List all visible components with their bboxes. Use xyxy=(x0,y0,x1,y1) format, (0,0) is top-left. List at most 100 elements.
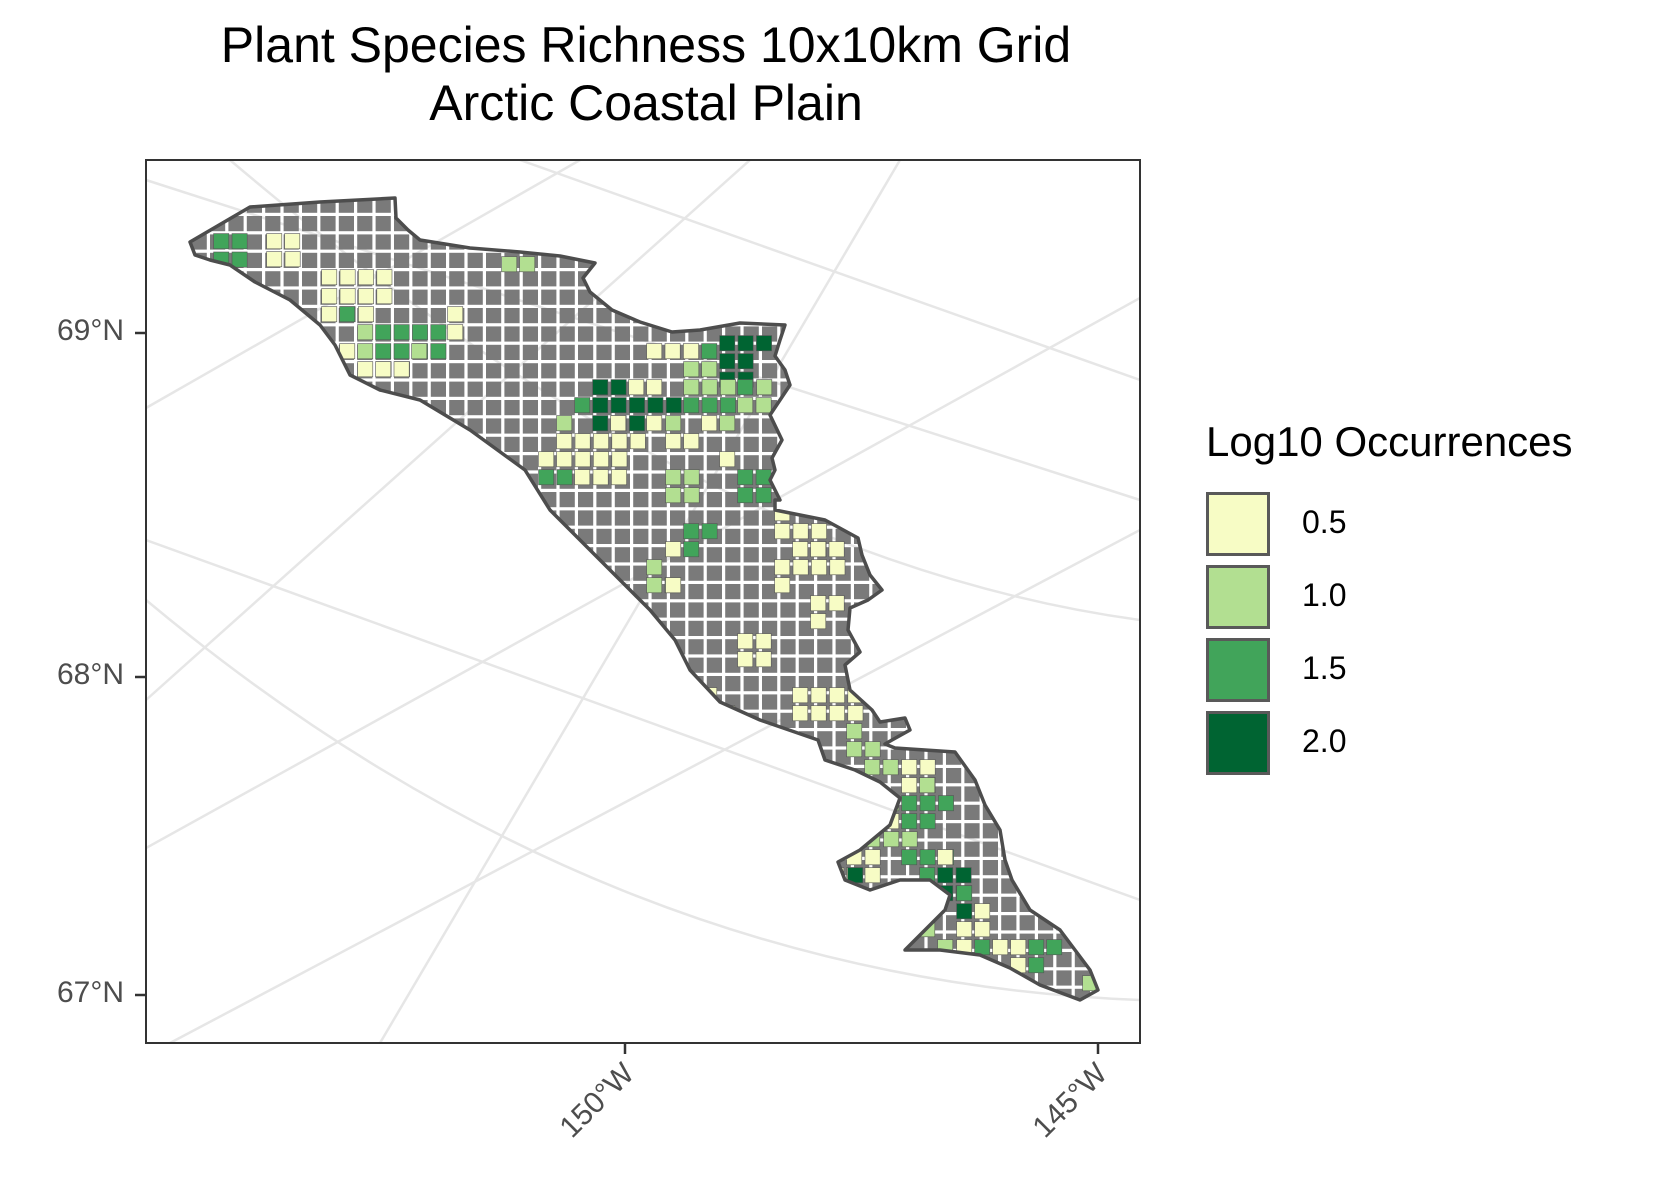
legend-item: 1.0 xyxy=(1206,565,1546,635)
occurrence-cell xyxy=(357,324,374,341)
grid-cell xyxy=(964,841,980,857)
grid-cell xyxy=(762,547,778,563)
occurrence-cell xyxy=(284,251,301,268)
grid-cell xyxy=(762,528,778,544)
grid-cell xyxy=(762,602,778,618)
grid-cell xyxy=(449,252,465,268)
grid-cell xyxy=(743,455,759,471)
occurrence-cell xyxy=(556,415,573,432)
occurrence-cell xyxy=(665,415,682,432)
grid-cell xyxy=(504,400,520,416)
grid-cell xyxy=(982,860,998,876)
grid-cell xyxy=(596,528,612,544)
grid-cell xyxy=(946,768,962,784)
grid-cell xyxy=(688,510,704,526)
grid-cell xyxy=(688,657,704,673)
grid-cell xyxy=(633,510,649,526)
grid-cell xyxy=(486,363,502,379)
grid-cell xyxy=(504,326,520,342)
grid-cell xyxy=(449,363,465,379)
grid-cell xyxy=(486,308,502,324)
grid-cell xyxy=(706,455,722,471)
occurrence-cell xyxy=(646,415,663,432)
grid-cell xyxy=(670,620,686,636)
grid-cell xyxy=(412,252,428,268)
grid-cell xyxy=(357,252,373,268)
grid-cell xyxy=(394,234,410,250)
occurrence-cell xyxy=(810,541,827,558)
grid-cell xyxy=(430,381,446,397)
grid-cell xyxy=(706,565,722,581)
occurrence-cell xyxy=(683,433,700,450)
occurrence-cell xyxy=(792,687,809,704)
occurrence-cell xyxy=(683,361,700,378)
grid-cell xyxy=(688,565,704,581)
grid-cell xyxy=(706,547,722,563)
legend-swatch xyxy=(1206,638,1270,702)
grid-cell xyxy=(725,528,741,544)
occurrence-cell xyxy=(755,633,772,650)
occurrence-cell xyxy=(393,324,410,341)
grid-cell xyxy=(651,492,667,508)
grid-cell xyxy=(743,584,759,600)
occurrence-cell xyxy=(755,469,772,486)
grid-cell xyxy=(522,326,538,342)
grid-cell xyxy=(412,289,428,305)
occurrence-cell xyxy=(882,759,899,776)
grid-cell xyxy=(688,418,704,434)
grid-cell xyxy=(486,400,502,416)
occurrence-cell xyxy=(755,397,772,414)
grid-cell xyxy=(338,216,354,232)
occurrence-cell xyxy=(901,777,918,794)
grid-cell xyxy=(670,381,686,397)
legend-swatch xyxy=(1206,711,1270,775)
grid-cell xyxy=(467,271,483,287)
occurrence-cell xyxy=(756,379,773,396)
occurrence-cell xyxy=(811,523,827,540)
grid-cell xyxy=(338,326,354,342)
grid-cell xyxy=(283,271,299,287)
occurrence-cell xyxy=(683,487,700,504)
grid-cell xyxy=(578,326,594,342)
grid-cell xyxy=(651,436,667,452)
grid-cell xyxy=(725,436,741,452)
grid-cell xyxy=(246,216,262,232)
grid-cell xyxy=(780,712,796,728)
grid-cell xyxy=(522,363,538,379)
grid-cell xyxy=(1056,952,1072,968)
occurrence-cell xyxy=(574,397,591,414)
grid-cell xyxy=(817,731,833,747)
grid-cell xyxy=(706,473,722,489)
grid-cell xyxy=(302,216,318,232)
grid-cell xyxy=(578,344,594,360)
grid-cell xyxy=(449,344,465,360)
grid-cell xyxy=(743,620,759,636)
occurrence-cell xyxy=(810,705,827,722)
occurrence-cell xyxy=(901,831,918,848)
occurrence-cell xyxy=(375,343,392,360)
occurrence-cell xyxy=(829,559,846,576)
occurrence-cell xyxy=(611,433,628,450)
occurrence-cell xyxy=(720,397,736,414)
occurrence-cell xyxy=(593,451,609,468)
occurrence-cell xyxy=(610,379,627,396)
grid-cell xyxy=(706,602,722,618)
grid-cell xyxy=(486,381,502,397)
grid-cell xyxy=(706,620,722,636)
occurrence-cell xyxy=(937,867,954,884)
grid-cell xyxy=(1038,970,1054,986)
occurrence-cell xyxy=(665,577,682,594)
grid-cell xyxy=(467,252,483,268)
grid-cell xyxy=(651,528,667,544)
occurrence-cell xyxy=(412,324,428,341)
y-tick-label: 68°N xyxy=(56,658,124,691)
region-outline xyxy=(188,196,1100,1002)
grid-cell xyxy=(1074,988,1090,1000)
grid-cell xyxy=(688,639,704,655)
grid-cell xyxy=(725,639,741,655)
grid-cell xyxy=(486,344,502,360)
grid-cell xyxy=(651,363,667,379)
grid-cell xyxy=(633,326,649,342)
occurrence-cell xyxy=(755,651,772,668)
grid-cell xyxy=(559,363,575,379)
